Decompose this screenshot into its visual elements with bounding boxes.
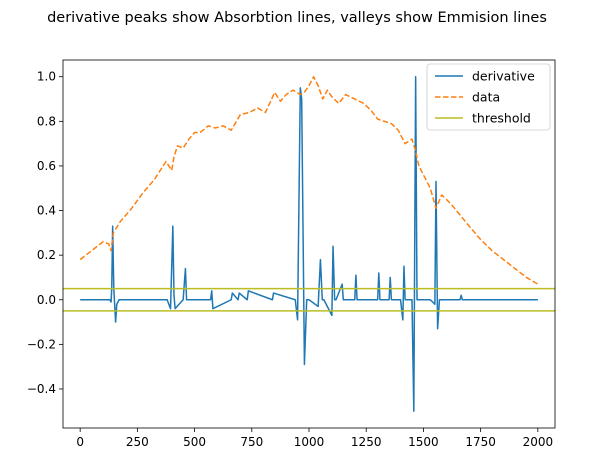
x-tick-label: 1750 [465, 435, 496, 449]
x-tick-label: 500 [183, 435, 206, 449]
plot-area [63, 75, 555, 413]
derivative-series-line [80, 75, 538, 413]
y-tick-label: 0.2 [37, 248, 56, 262]
y-tick-label: 0.6 [37, 159, 56, 173]
y-tick-label: 0.4 [37, 204, 56, 218]
chart-title: derivative peaks show Absorbtion lines, … [47, 10, 547, 26]
legend: derivative data threshold [426, 63, 551, 131]
y-tick-label: 0.8 [37, 114, 56, 128]
y-tick-label: −0.2 [27, 337, 56, 351]
legend-label-data: data [472, 90, 500, 105]
legend-label-threshold: threshold [472, 111, 531, 126]
x-tick-label: 250 [126, 435, 149, 449]
x-tick-label: 0 [76, 435, 84, 449]
x-tick-label: 1000 [294, 435, 325, 449]
legend-label-derivative: derivative [472, 69, 535, 84]
legend-box [426, 63, 551, 131]
x-tick-label: 1500 [408, 435, 439, 449]
x-tick-label: 2000 [523, 435, 554, 449]
axes: 0 250 500 750 1000 1250 1500 1750 2000 −0.4 −0.2 0.… [27, 59, 556, 449]
x-tick-label: 1250 [351, 435, 382, 449]
x-tick-label: 750 [240, 435, 263, 449]
data-series-line [79, 75, 539, 285]
y-tick-label: 0.0 [37, 293, 56, 307]
y-tick-label: 1.0 [37, 70, 56, 84]
y-tick-label: −0.4 [27, 382, 56, 396]
